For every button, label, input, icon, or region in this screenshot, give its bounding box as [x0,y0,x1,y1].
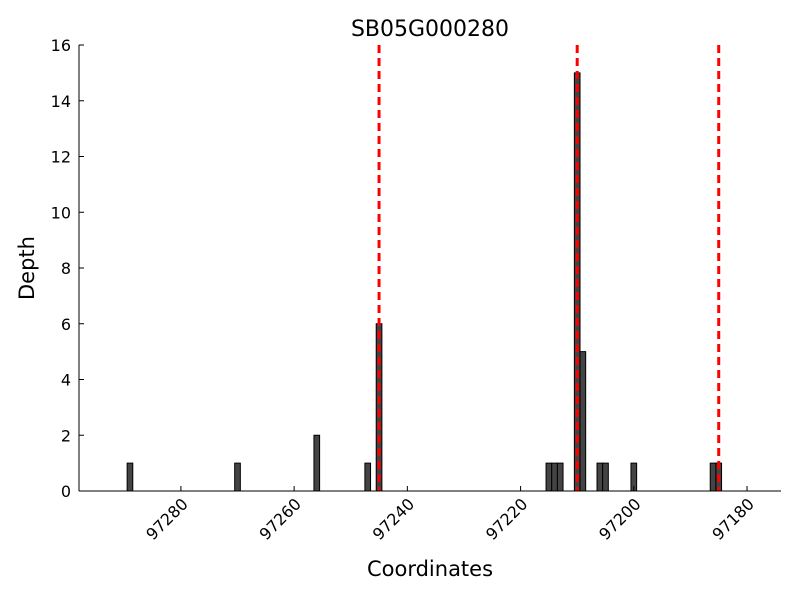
x-tick-label: 97240 [369,494,418,543]
y-tick-label: 16 [51,36,71,55]
x-tick-label: 97180 [708,494,757,543]
bar [579,351,587,492]
bar [364,462,372,492]
y-tick-label: 14 [51,92,71,111]
y-tick-label: 4 [61,371,71,390]
bar [551,462,558,492]
x-tick-label: 97280 [142,494,191,543]
bar [556,462,564,492]
bar [126,462,134,492]
bar [709,462,717,492]
y-axis-label: Depth [15,236,39,300]
y-tick-label: 2 [61,426,71,445]
bar [313,434,321,492]
y-tick-label: 0 [61,482,71,501]
x-tick-label: 97260 [256,494,305,543]
y-tick-label: 10 [51,203,71,222]
bar [596,462,604,492]
bar [545,462,553,492]
bar [234,462,241,492]
x-axis-label: Coordinates [367,557,493,581]
chart-title: SB05G000280 [351,17,509,42]
x-tick-label: 97200 [595,494,644,543]
y-tick-label: 6 [61,315,71,334]
bar [602,462,609,492]
y-tick-label: 12 [51,148,71,167]
x-tick-label: 97220 [482,494,531,543]
y-tick-label: 8 [61,259,71,278]
